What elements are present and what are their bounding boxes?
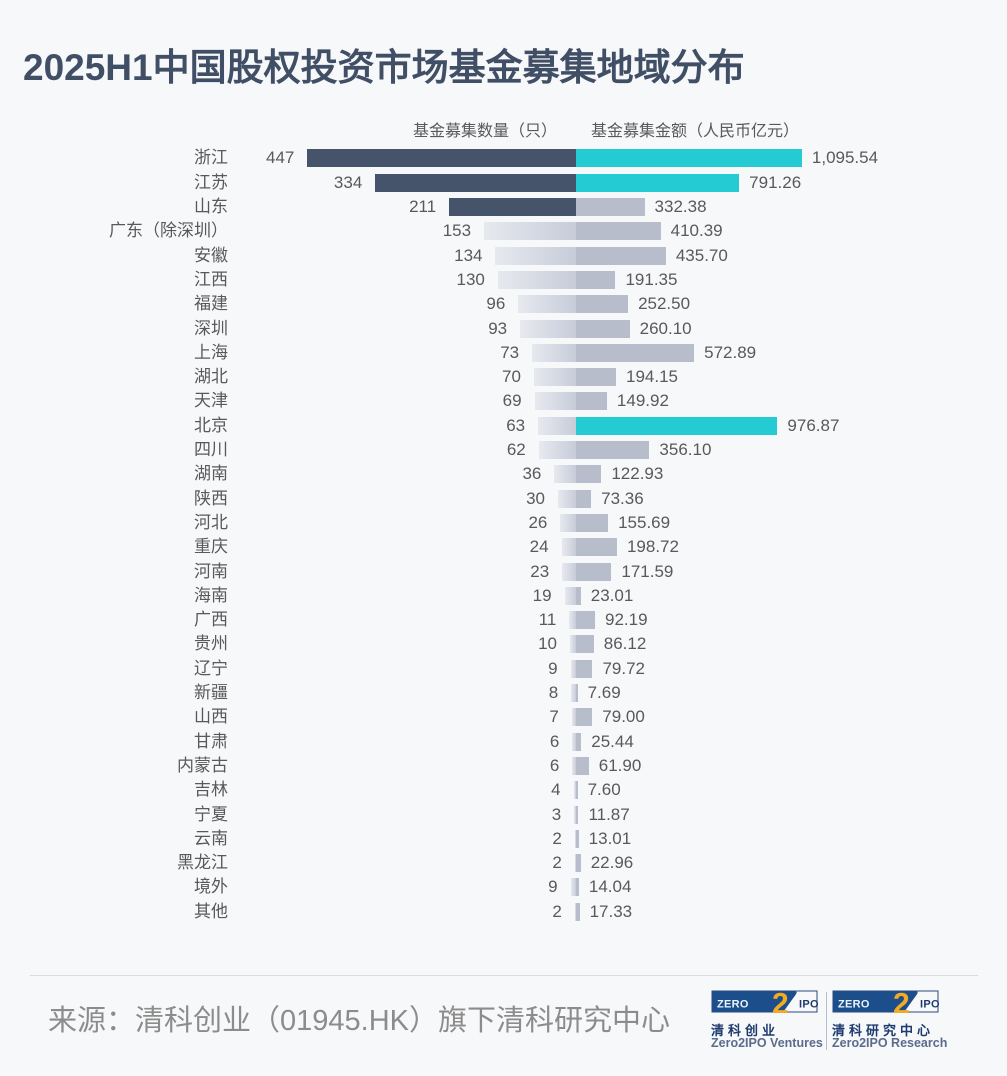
svg-text:IPO: IPO	[799, 998, 818, 1010]
svg-text:2: 2	[772, 990, 789, 1013]
svg-text:ZERO: ZERO	[838, 998, 870, 1010]
svg-text:IPO: IPO	[920, 998, 939, 1010]
svg-text:2: 2	[893, 990, 910, 1013]
svg-text:ZERO: ZERO	[717, 998, 749, 1010]
